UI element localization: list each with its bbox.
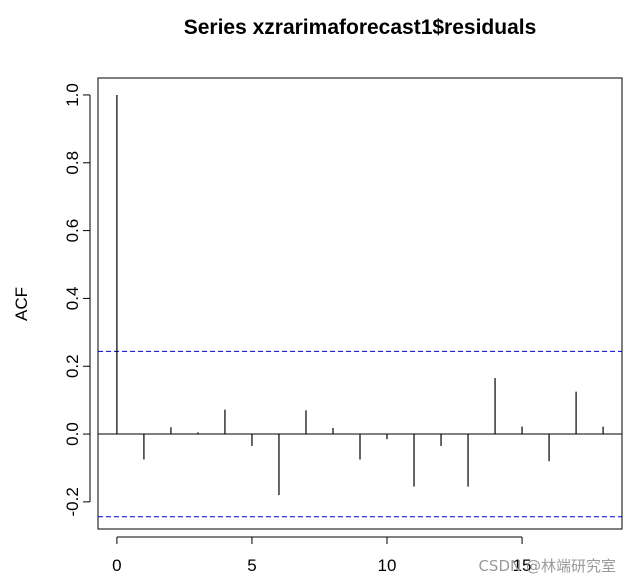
acf-bars — [116, 94, 604, 496]
y-tick-label: 1.0 — [63, 83, 82, 107]
y-tick-label: 0.0 — [63, 422, 82, 446]
y-tick-label: -0.2 — [63, 487, 82, 516]
x-axis: 0 5 10 15 — [112, 536, 532, 575]
y-axis: -0.2 0.0 0.2 0.4 0.6 0.8 1.0 — [63, 83, 91, 517]
x-tick-label: 5 — [247, 556, 256, 575]
y-tick-label: 0.4 — [63, 287, 82, 311]
x-tick-label: 0 — [112, 556, 121, 575]
y-tick-label: 0.2 — [63, 354, 82, 378]
watermark: CSDN @林端研究室 — [478, 557, 616, 575]
plot-frame — [97, 77, 623, 530]
confidence-bounds — [98, 350, 622, 518]
chart-title: Series xzrarimaforecast1$residuals — [184, 16, 537, 39]
y-tick-label: 0.6 — [63, 219, 82, 243]
x-tick-label: 10 — [378, 556, 397, 575]
x-tick-label: 15 — [513, 556, 532, 575]
y-axis-label: ACF — [12, 287, 31, 321]
y-tick-label: 0.8 — [63, 151, 82, 175]
